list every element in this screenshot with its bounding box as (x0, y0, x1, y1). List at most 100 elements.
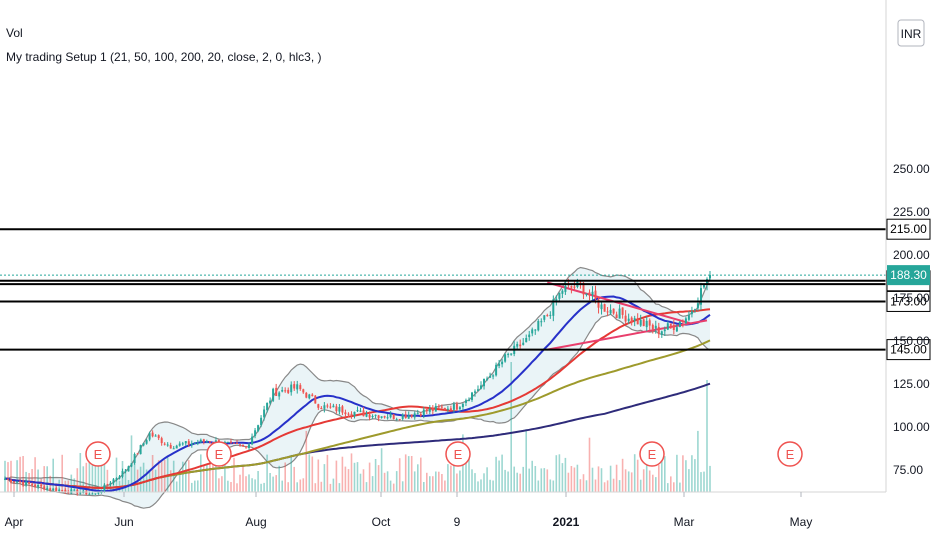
candle-body (468, 399, 470, 401)
bollinger-lower (4, 313, 711, 509)
candle-body (97, 492, 100, 494)
candle-body (525, 338, 528, 343)
candle-body (278, 392, 281, 397)
candle-body (657, 326, 660, 335)
level-value: 173.00 (890, 294, 927, 308)
candle-body (79, 492, 82, 494)
volume-bar (296, 482, 298, 492)
candle-body (112, 479, 115, 483)
candle-body (308, 394, 311, 399)
earnings-marker[interactable]: E (777, 441, 803, 467)
volume-bar (151, 455, 154, 492)
volume-bar (221, 476, 223, 492)
earnings-marker[interactable]: E (85, 441, 111, 467)
volume-bar (398, 458, 401, 492)
candle-body (654, 325, 657, 329)
candle-body (61, 490, 64, 492)
currency-box[interactable]: INR (897, 19, 925, 47)
volume-bar (332, 478, 335, 492)
last-price-label: 188.30 (887, 265, 930, 286)
volume-bar (459, 470, 461, 492)
level-label: 145.00 (886, 339, 931, 361)
candle-body (124, 470, 127, 472)
candle-body (160, 438, 163, 444)
y-axis[interactable]: 250.00 225.00 200.00 175.00 150.00 125.00 100.… (893, 162, 930, 477)
volume-bar (329, 483, 332, 492)
candle-body (591, 291, 594, 295)
candle-body (594, 290, 597, 299)
volume-bar (495, 456, 497, 492)
candle-body (546, 315, 549, 317)
candle-body (106, 484, 109, 486)
candle-body (332, 405, 335, 408)
volume-bar (197, 480, 199, 492)
x-tick-label: 2021 (553, 515, 580, 529)
volume-bar (432, 476, 434, 492)
candle-body (163, 443, 166, 445)
volume-bar (404, 454, 407, 492)
volume-bar (115, 457, 118, 492)
volume-bar (7, 462, 9, 492)
earnings-marker[interactable]: E (206, 441, 232, 467)
volume-bar (543, 468, 546, 492)
candle-body (374, 414, 377, 416)
candle-body (365, 413, 368, 417)
volume-bar (507, 471, 509, 492)
setup-legend[interactable]: My trading Setup 1 (21, 50, 100, 200, 20… (6, 50, 322, 64)
x-tick-label: Mar (674, 515, 695, 529)
volume-bar (178, 473, 181, 492)
volume-bar (206, 464, 208, 492)
candle-body (257, 425, 260, 432)
candle-body (356, 410, 359, 412)
volume-bar (43, 466, 45, 492)
candle-body (151, 432, 154, 437)
earnings-marker[interactable]: E (445, 441, 471, 467)
volume-bar (567, 472, 570, 492)
volume-bar (642, 469, 645, 492)
candle-body (199, 439, 202, 443)
candle-body (37, 484, 40, 487)
volume-bar (112, 478, 115, 492)
candle-body (648, 320, 651, 326)
volume-bar (269, 473, 271, 492)
candle-body (85, 490, 88, 495)
candle-body (260, 417, 263, 426)
earnings-circle (445, 441, 471, 467)
volume-legend[interactable]: Vol (6, 26, 23, 40)
candle-body (672, 324, 675, 330)
x-axis[interactable]: Apr Jun Aug Oct 9 2021 Mar May (5, 492, 813, 529)
volume-bar (519, 473, 521, 492)
earnings-label: E (454, 447, 463, 462)
volume-bar (338, 483, 341, 492)
volume-bar (465, 459, 467, 492)
volume-bar (172, 460, 175, 492)
volume-bar (456, 473, 458, 492)
candle-body (425, 409, 428, 412)
candle-body (4, 478, 6, 480)
earnings-circle (206, 441, 232, 467)
candle-body (681, 320, 684, 323)
volume-bar (645, 464, 648, 492)
candle-body (242, 444, 244, 447)
volume-bar (706, 380, 708, 492)
candle-body (43, 486, 46, 490)
volume-bar (407, 456, 410, 492)
volume-bar (308, 454, 311, 492)
volume-bar (697, 430, 699, 492)
candle-body (443, 408, 446, 410)
candle-body (302, 389, 305, 393)
volume-bar (636, 459, 639, 492)
candle-body (142, 443, 145, 446)
volume-bar (600, 468, 603, 492)
candle-body (338, 407, 341, 412)
volume-bar (392, 483, 395, 492)
candle-body (314, 395, 317, 404)
volume-bar (513, 466, 515, 492)
candle-body (413, 413, 416, 418)
volume-bar (691, 455, 693, 492)
earnings-marker[interactable]: E (639, 441, 665, 467)
candle-body (498, 363, 501, 366)
